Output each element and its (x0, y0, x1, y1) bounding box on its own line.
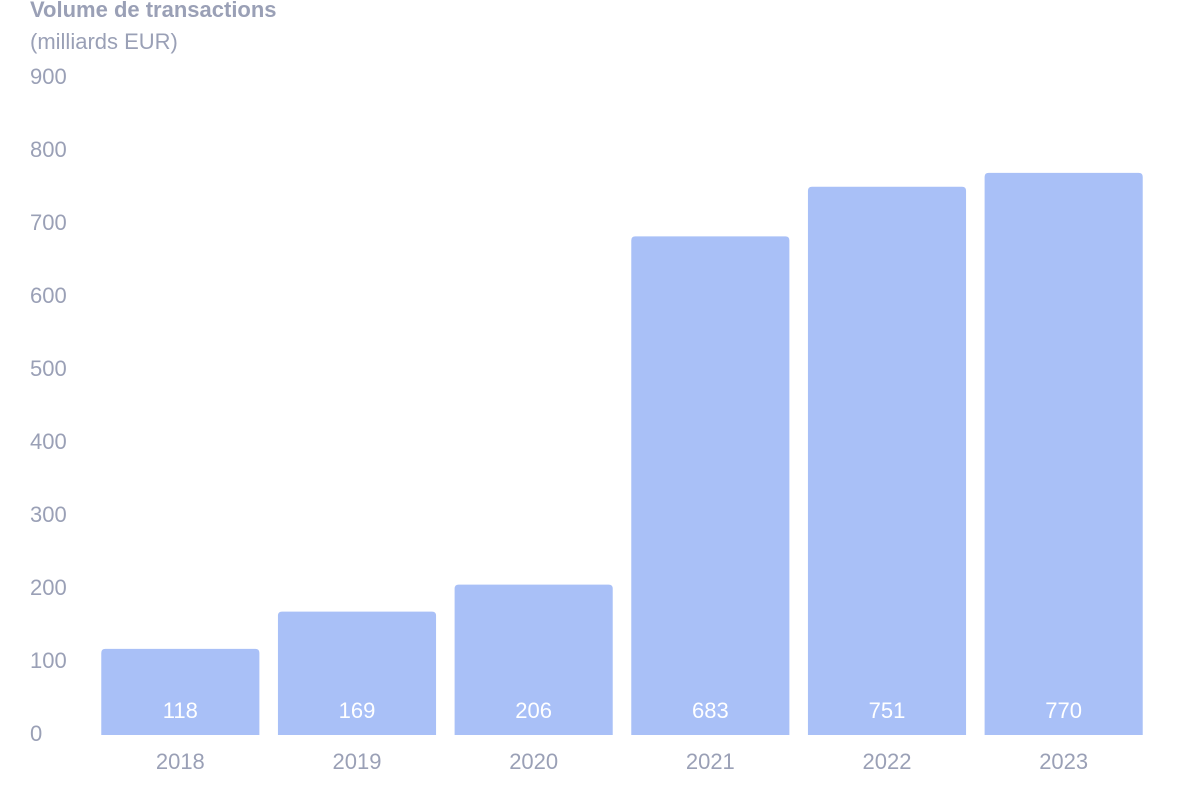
y-tick-label: 700 (30, 210, 67, 235)
y-tick-label: 600 (30, 283, 67, 308)
x-tick-label: 2021 (686, 749, 735, 774)
x-tick-label: 2019 (333, 749, 382, 774)
value-label: 683 (692, 698, 729, 723)
chart-subtitle: (milliards EUR) (30, 29, 178, 54)
y-tick-label: 0 (30, 721, 42, 746)
bar (631, 236, 790, 735)
y-tick-label: 100 (30, 648, 67, 673)
y-tick-label: 200 (30, 575, 67, 600)
x-tick-label: 2023 (1039, 749, 1088, 774)
bar (454, 584, 613, 735)
bar (277, 611, 437, 735)
y-tick-label: 500 (30, 356, 67, 381)
value-label: 206 (515, 698, 552, 723)
value-label: 751 (869, 698, 906, 723)
value-label: 118 (163, 698, 198, 723)
bar (807, 186, 967, 735)
value-label: 169 (339, 698, 376, 723)
bar (984, 172, 1143, 735)
y-tick-label: 800 (30, 137, 67, 162)
x-tick-label: 2022 (863, 749, 912, 774)
y-tick-label: 400 (30, 429, 67, 454)
chart-title: Volume de transactions (30, 0, 277, 22)
y-tick-label: 300 (30, 502, 67, 527)
x-tick-label: 2020 (509, 749, 558, 774)
value-label: 770 (1045, 698, 1082, 723)
y-tick-label: 900 (30, 64, 67, 89)
x-tick-label: 2018 (156, 749, 205, 774)
bar (101, 648, 260, 735)
